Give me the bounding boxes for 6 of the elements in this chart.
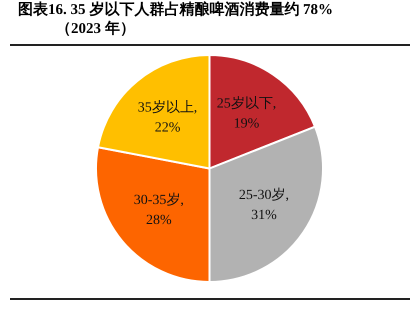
slice-label: 25岁以下, 19% [216,96,276,132]
slice-label: 30-35岁, 28% [134,192,184,228]
slice-label: 25-30岁, 31% [238,187,290,224]
chart-title: 图表16. 35 岁以下人群占精酿啤酒消费量约 78% [18,1,333,20]
slice-label: 35岁以上, 22% [138,99,198,136]
chart-subtitle: （2023 年） [56,20,135,39]
